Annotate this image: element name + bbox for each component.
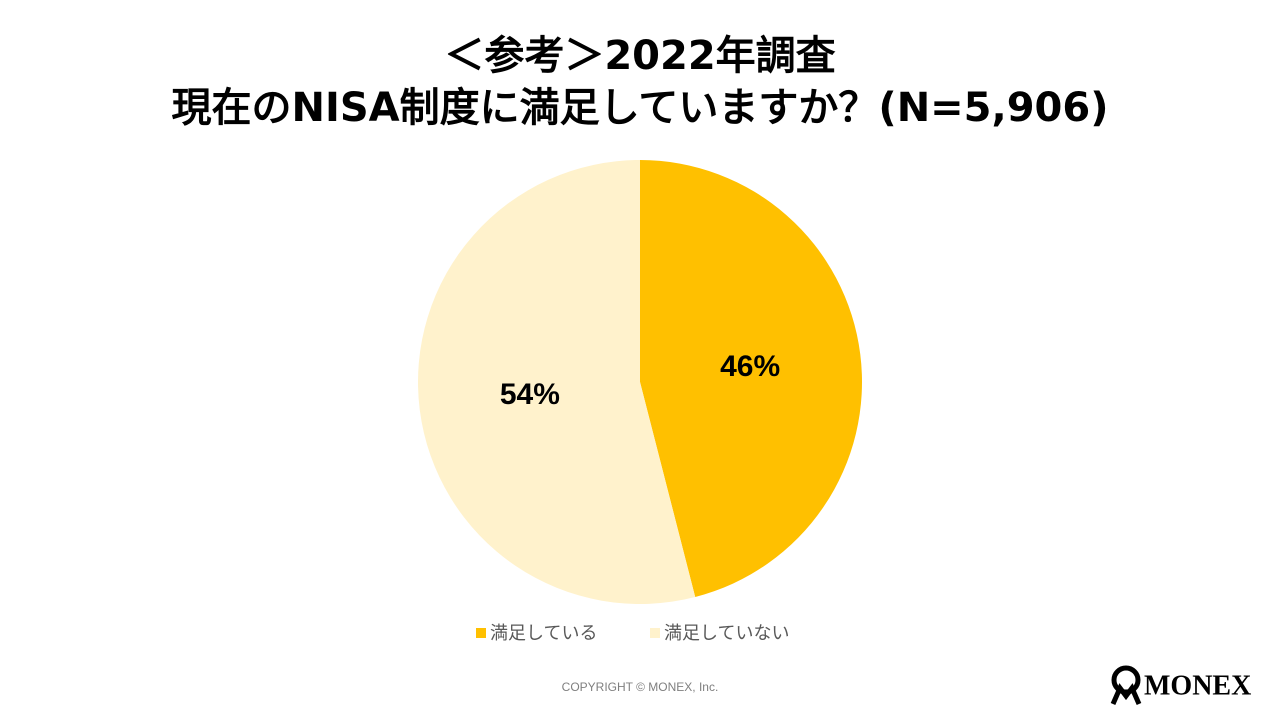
logo-icon [1110,665,1142,706]
chart-title: ＜参考＞2022年調査 [444,33,835,79]
legend-swatch [650,628,660,638]
logo: MONEX [1144,670,1251,701]
legend-label: 満足していない [664,623,789,644]
pie-slice [640,160,862,598]
pie-slice [417,160,696,604]
value-label: 46% [720,350,780,383]
copyright: COPYRIGHT © MONEX, Inc. [562,680,719,694]
legend-swatch [476,628,486,638]
value-label: 54% [500,378,560,411]
legend-label: 満足している [490,623,597,644]
chart-title: 現在のNISA制度に満足していますか？(N=5,906) [171,85,1108,131]
